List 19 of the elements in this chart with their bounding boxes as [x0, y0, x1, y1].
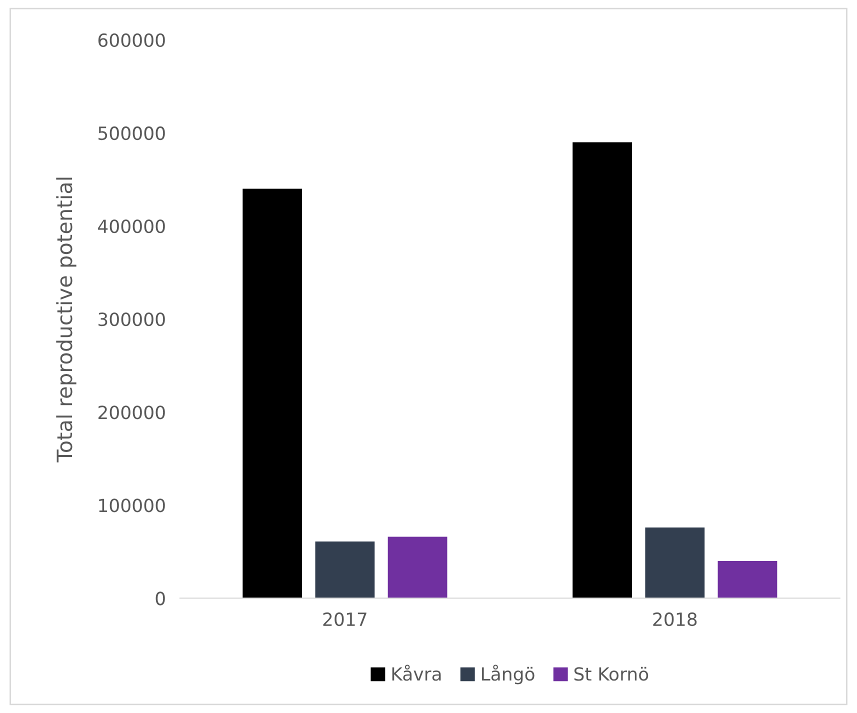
x-tick-label: 2018 — [653, 612, 697, 626]
x-tick-label: 2017 — [323, 612, 366, 626]
bar — [315, 541, 375, 598]
legend-label: Långö — [482, 664, 534, 684]
bar — [242, 188, 302, 598]
bar — [572, 142, 632, 598]
y-tick-label: 600000 — [98, 33, 165, 48]
bar — [718, 560, 778, 598]
y-axis-title: Total reproductive potential — [56, 178, 76, 462]
legend-label: St Kornö — [574, 666, 648, 681]
y-tick-label: 500000 — [98, 126, 165, 140]
y-tick-label: 100000 — [99, 498, 165, 512]
bar — [645, 527, 705, 598]
bar — [388, 536, 448, 598]
y-tick-label: 400000 — [98, 219, 165, 234]
y-tick-label: 200000 — [98, 406, 165, 420]
y-tick-label: 0 — [156, 592, 165, 606]
y-tick-label: 300000 — [98, 312, 165, 326]
legend-label: Kåvra — [392, 664, 441, 681]
